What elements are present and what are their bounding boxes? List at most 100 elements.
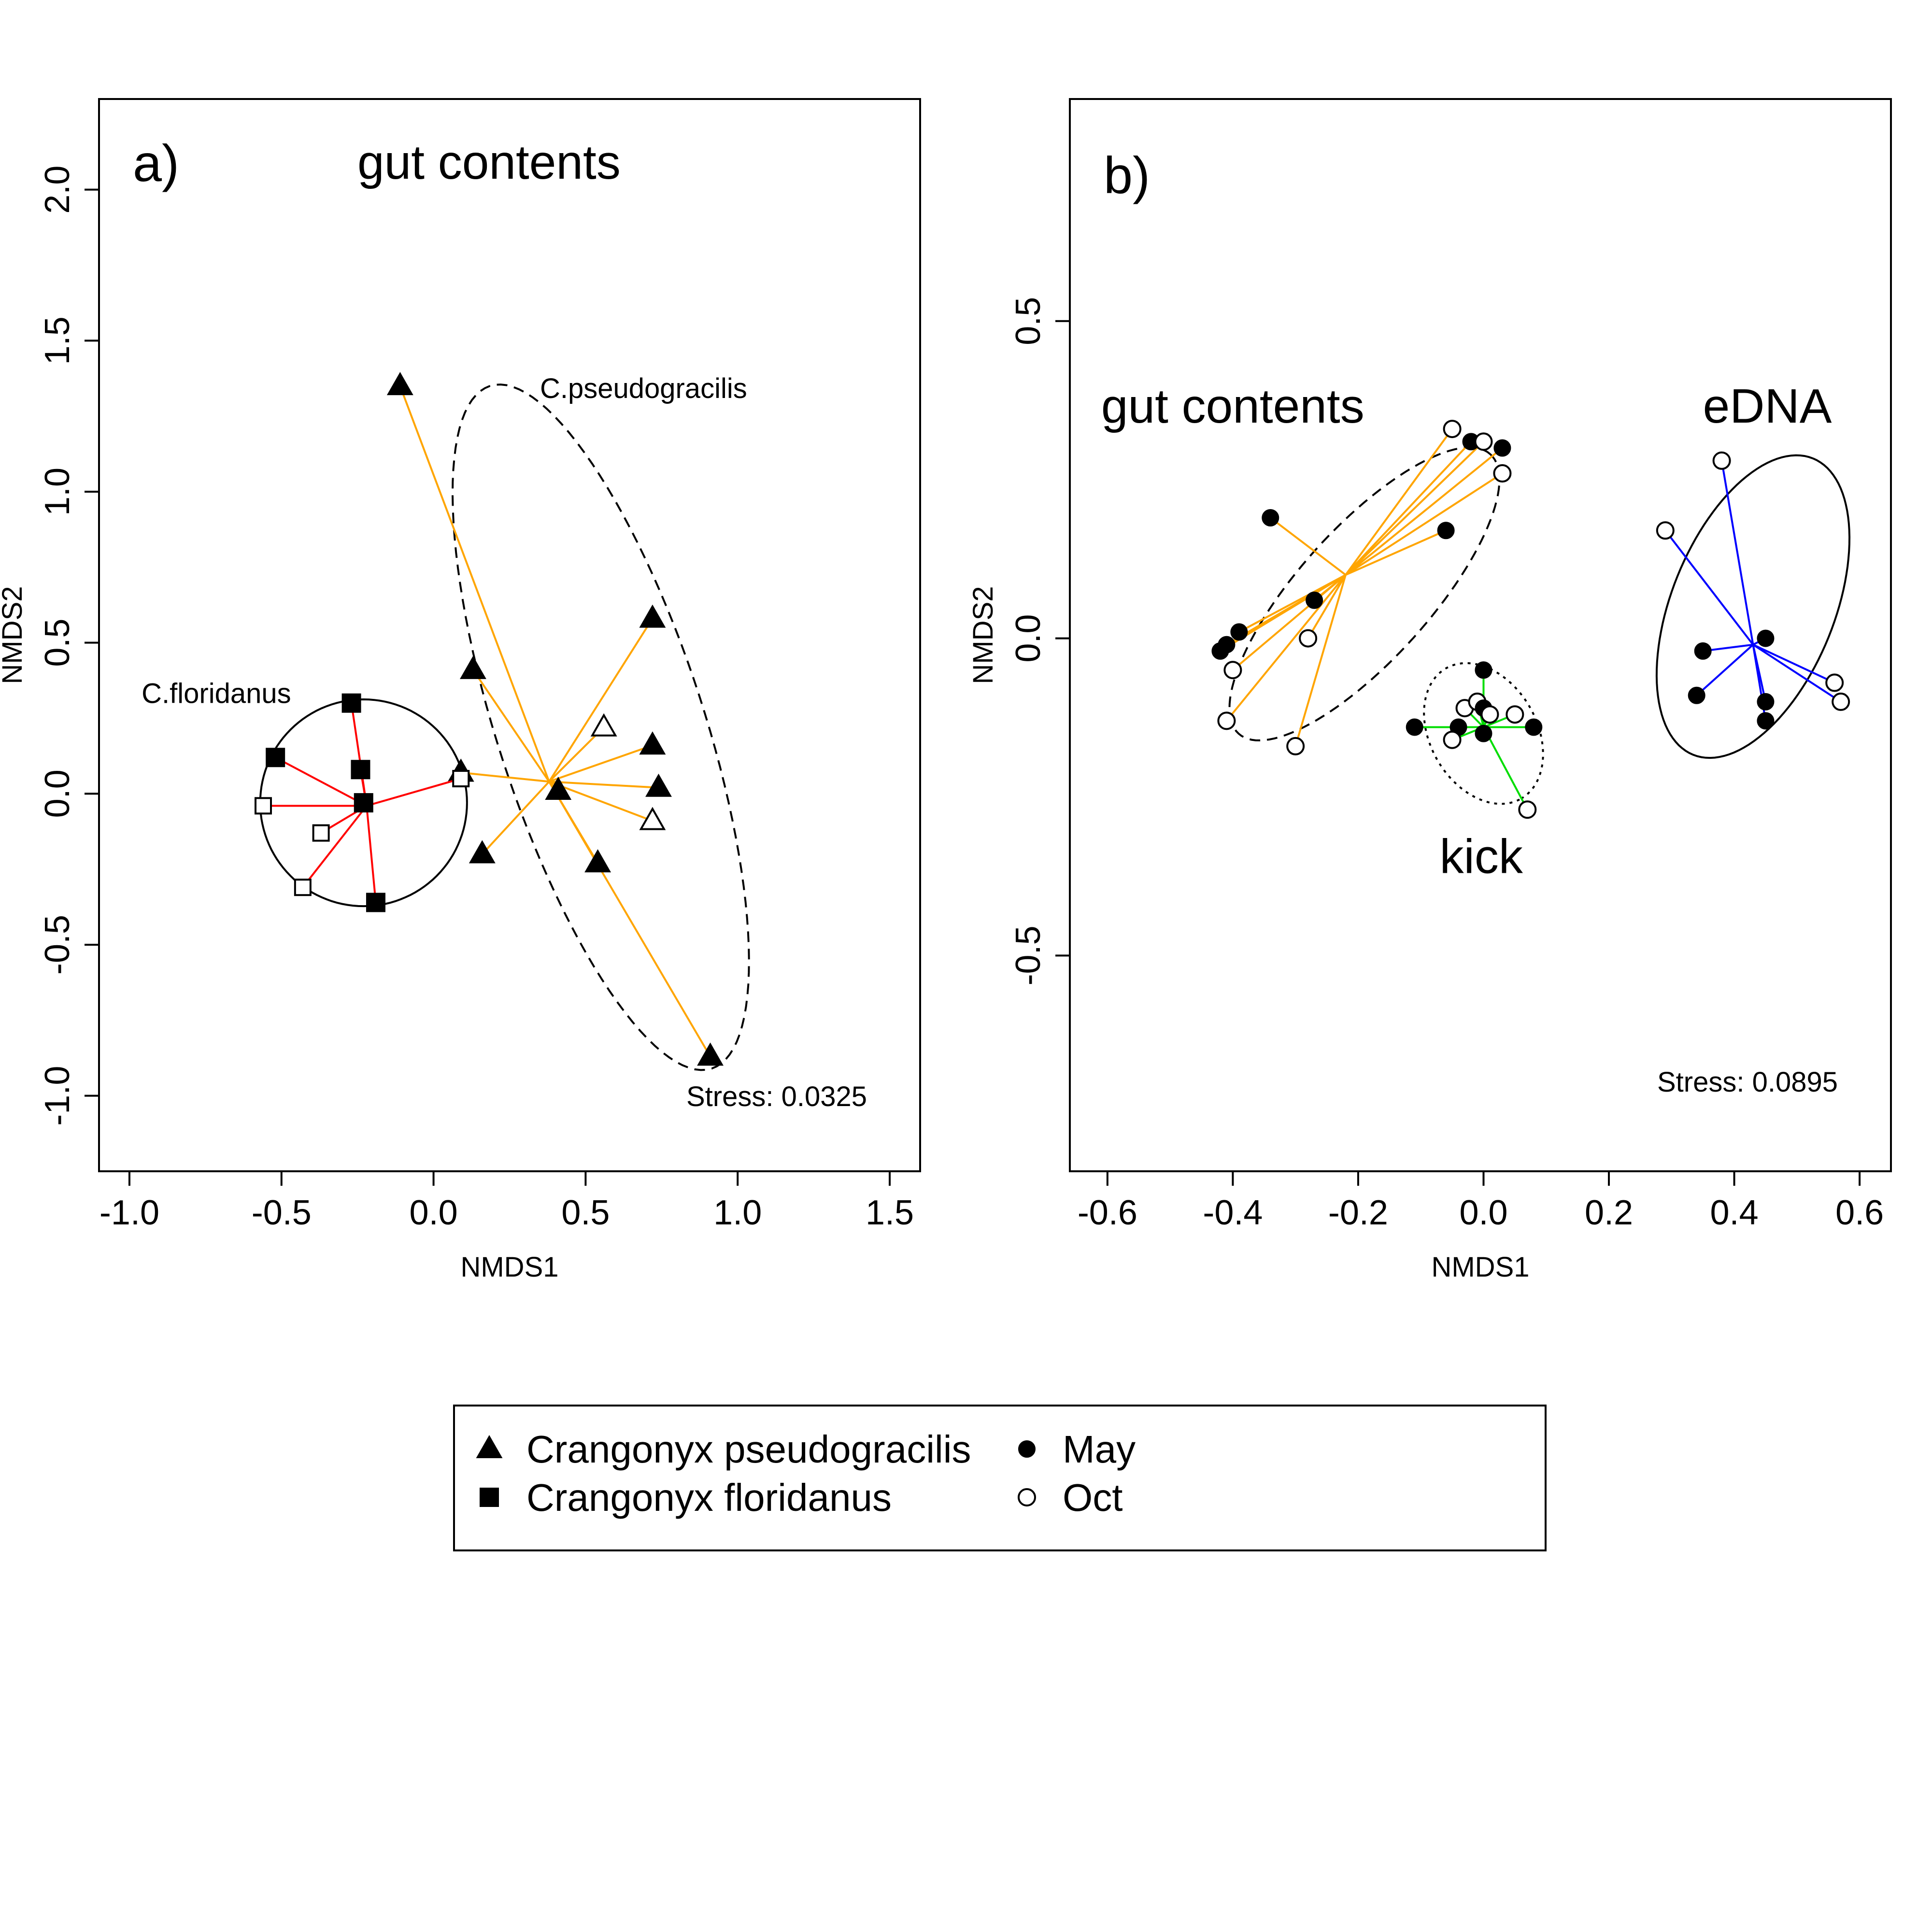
data-point-square-may [341, 693, 361, 713]
group-kick: kick [1406, 661, 1544, 884]
legend: Crangonyx pseudogracilis Crangonyx florid… [453, 1405, 1547, 1551]
x-axis-title: NMDS1 [460, 1251, 558, 1283]
spider-line [472, 669, 550, 782]
data-point-circle-oct [1443, 730, 1462, 749]
panel-label: b) [1104, 146, 1150, 204]
x-tick-label: 0.4 [1710, 1193, 1759, 1232]
data-point-circle-may [1757, 629, 1775, 647]
legend-label: May [1063, 1428, 1136, 1471]
x-tick-label: -0.2 [1328, 1193, 1388, 1232]
legend-label: Oct [1063, 1476, 1122, 1519]
x-axis-title: NMDS1 [1431, 1251, 1529, 1283]
y-tick-label: 0.5 [1009, 297, 1048, 345]
legend-symbol-circle-filled [1018, 1440, 1036, 1458]
data-point-triangle-may [639, 604, 666, 628]
data-point-triangle-may [386, 372, 413, 396]
data-point-circle-may [1306, 591, 1323, 609]
data-point-circle-oct [1493, 464, 1512, 483]
data-point-square-may [354, 793, 373, 813]
y-tick-label: 0.5 [38, 619, 77, 667]
spider-line [461, 771, 550, 783]
data-point-triangle-may [469, 840, 496, 864]
group-label: eDNA [1703, 379, 1832, 433]
y-tick-label: -0.5 [1009, 925, 1048, 985]
y-axis-title: NMDS2 [967, 586, 999, 684]
spider-line [1345, 440, 1484, 576]
group-ellipse [1423, 662, 1544, 805]
y-tick-label: 2.0 [38, 166, 77, 214]
stress-annotation: Stress: 0.0325 [686, 1081, 867, 1112]
spider-line [1696, 644, 1754, 696]
data-point-square-may [351, 760, 370, 780]
data-point-triangle-may [584, 849, 611, 873]
spider-line [1345, 447, 1503, 576]
x-tick-label: 0.6 [1835, 1193, 1884, 1232]
data-point-triangle-may [459, 655, 486, 679]
y-tick-label: 0.0 [38, 769, 77, 818]
y-tick-label: -0.5 [38, 915, 77, 975]
data-point-circle-may [1757, 712, 1775, 730]
legend-symbol-square-filled [480, 1488, 499, 1507]
data-point-circle-may [1437, 522, 1455, 540]
x-tick-label: 1.0 [713, 1193, 762, 1232]
data-point-circle-oct [1656, 521, 1675, 540]
data-point-circle-may [1757, 693, 1775, 710]
spider-line [1752, 644, 1842, 703]
group-gut-contents: gut contents [1101, 379, 1512, 755]
spider-line [1232, 574, 1347, 671]
x-tick-label: 0.5 [561, 1193, 610, 1232]
x-tick-label: -0.4 [1203, 1193, 1263, 1232]
data-point-circle-oct [1474, 432, 1493, 451]
legend-box [453, 1405, 1547, 1551]
group-ellipse [1228, 446, 1501, 741]
spider-line [366, 806, 377, 903]
panel-title: gut contents [357, 135, 621, 189]
x-tick-label: 0.0 [1459, 1193, 1507, 1232]
data-point-circle-may [1262, 509, 1279, 526]
panel-a-gut-contents-nmds: -1.0 -0.5 0.0 0.5 1.0 1.5 NMDS1 -1.0 -0.5 0.0 0.5 1… [0, 98, 921, 1283]
spider-line [366, 778, 461, 807]
spider-line [481, 781, 550, 855]
data-point-square-oct [452, 770, 470, 788]
data-point-circle-may [1230, 623, 1248, 641]
data-point-circle-may [1688, 686, 1705, 704]
data-point-circle-oct [1506, 705, 1524, 724]
panel-b-method-comparison-nmds: -0.6 -0.4 -0.2 0.0 0.2 0.4 0.6 NMDS1 -0.5 0.0 0.5 N… [967, 98, 1892, 1283]
spider-line [1225, 574, 1347, 722]
x-tick-label: 0.2 [1585, 1193, 1633, 1232]
data-point-circle-oct [1217, 711, 1236, 730]
spider-line [548, 618, 653, 782]
legend-label: Crangonyx pseudogracilis [526, 1428, 971, 1471]
spider-line [1482, 726, 1529, 810]
x-tick-label: -1.0 [99, 1193, 159, 1232]
legend-symbol-circle-open [1018, 1488, 1036, 1506]
spider-line [1752, 643, 1835, 684]
data-point-circle-oct [1223, 661, 1242, 680]
data-point-triangle-may [697, 1042, 724, 1066]
data-point-circle-may [1694, 642, 1712, 660]
data-point-triangle-oct [590, 713, 617, 737]
data-point-circle-oct [1480, 705, 1499, 724]
spider-line [1345, 472, 1503, 576]
group-label: gut contents [1101, 379, 1364, 433]
data-point-circle-oct [1518, 800, 1537, 819]
data-point-square-oct [255, 797, 272, 815]
data-point-triangle-oct [639, 807, 666, 830]
data-point-triangle-may [639, 731, 666, 755]
y-tick-label: 0.0 [1009, 614, 1048, 663]
group-ellipse [451, 384, 750, 1071]
group-c-floridanus: C.floridanus [142, 678, 470, 912]
data-point-circle-oct [1443, 420, 1462, 439]
data-point-square-oct [312, 824, 330, 842]
legend-label: Crangonyx floridanus [526, 1476, 892, 1519]
x-tick-label: 1.5 [866, 1193, 914, 1232]
data-point-square-may [266, 748, 285, 767]
spider-line [1270, 517, 1347, 576]
x-tick-label: -0.5 [252, 1193, 312, 1232]
spider-line [1294, 574, 1347, 747]
spider-line [548, 781, 711, 1057]
y-tick-label: 1.5 [38, 316, 77, 365]
spider-line [302, 805, 368, 888]
spider-line [1345, 428, 1453, 576]
data-point-square-may [366, 893, 385, 912]
